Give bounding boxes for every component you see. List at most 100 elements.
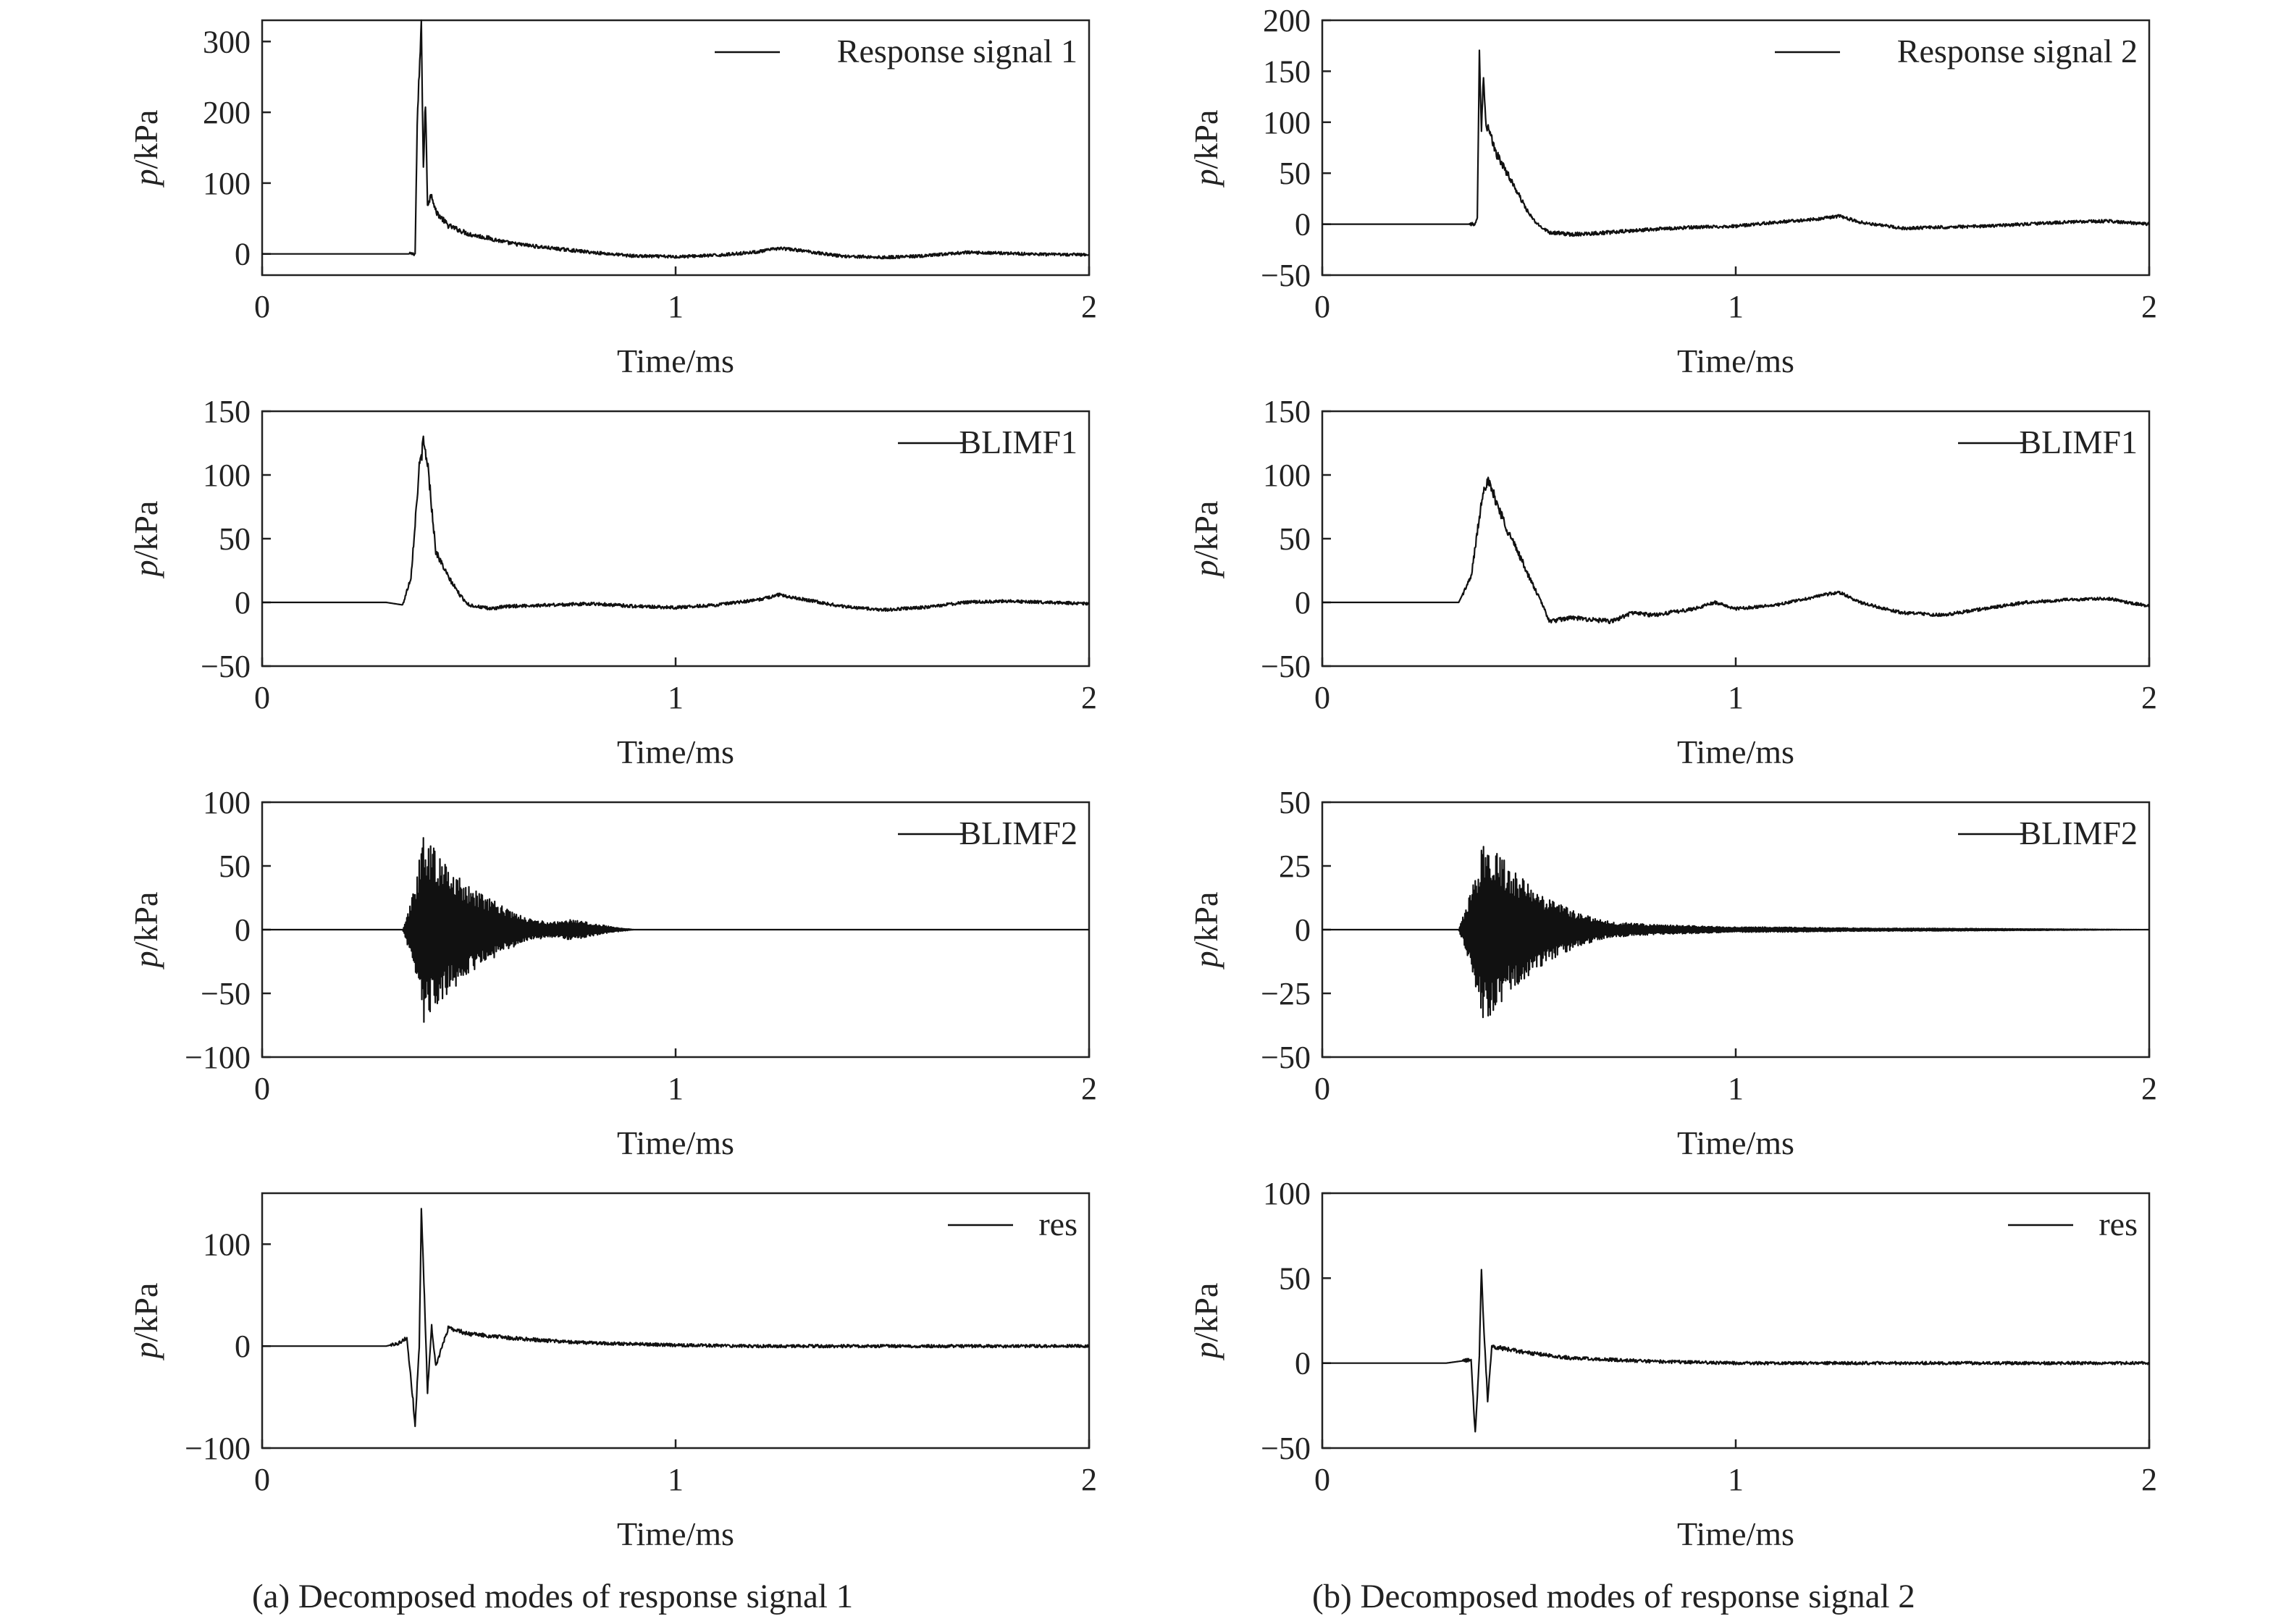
y-tick-label: −50 — [201, 976, 251, 1011]
y-axis-label: p/kPa — [1188, 501, 1224, 579]
panel-a3: 0 1 2 −100 −50 0 50 100 Time/ms p/kPa BLIMF2 — [127, 785, 1097, 1161]
caption-b: (b) Decomposed modes of response signal … — [1312, 1578, 1915, 1615]
legend-label: BLIMF2 — [959, 815, 1078, 851]
y-tick-label: 100 — [203, 166, 251, 201]
y-tick-label: −50 — [1261, 649, 1311, 684]
y-tick-label: 0 — [1295, 912, 1311, 948]
y-tick-label: 0 — [235, 1329, 251, 1364]
y-tick-label: 150 — [203, 394, 251, 429]
legend-label: BLIMF1 — [2019, 424, 2138, 460]
x-axis-label: Time/ms — [617, 733, 734, 770]
y-tick-label: 0 — [1295, 1346, 1311, 1381]
y-axis-label: p/kPa — [1188, 892, 1224, 970]
x-tick-label: 0 — [254, 289, 270, 324]
y-tick-label: 0 — [235, 237, 251, 272]
y-tick-label: 100 — [1263, 458, 1311, 493]
legend-label: BLIMF2 — [2019, 815, 2138, 851]
legend-label: res — [2099, 1206, 2138, 1242]
y-tick-label: 50 — [1279, 785, 1311, 820]
y-axis-label: p/kPa — [127, 501, 164, 579]
x-tick-label: 1 — [668, 289, 684, 324]
x-axis-label: Time/ms — [1677, 342, 1794, 379]
legend-label: Response signal 2 — [1897, 33, 2138, 70]
caption-a: (a) Decomposed modes of response signal … — [252, 1578, 854, 1615]
y-tick-label: 0 — [235, 585, 251, 620]
y-tick-label: 50 — [1279, 1261, 1311, 1296]
y-tick-label: −25 — [1261, 976, 1311, 1011]
x-tick-label: 0 — [1314, 1462, 1330, 1497]
x-tick-label: 1 — [1728, 680, 1744, 715]
plot-frame — [261, 1192, 1091, 1450]
y-axis-label: p/kPa — [127, 892, 164, 970]
series-line — [1322, 476, 2151, 625]
x-tick-label: 0 — [254, 680, 270, 715]
x-tick-label: 0 — [1314, 289, 1330, 324]
x-tick-label: 2 — [2141, 680, 2157, 715]
y-tick-label: 0 — [1295, 207, 1311, 243]
y-tick-label: 200 — [1263, 3, 1311, 38]
x-tick-label: 2 — [2141, 1462, 2157, 1497]
legend-label: Response signal 1 — [837, 33, 1078, 70]
x-tick-label: 1 — [1728, 1462, 1744, 1497]
legend-label: res — [1038, 1206, 1078, 1242]
series-line — [261, 1208, 1090, 1428]
y-tick-label: 100 — [203, 1227, 251, 1262]
x-tick-label: 0 — [1314, 680, 1330, 715]
series-line — [261, 837, 1090, 1023]
y-tick-label: 50 — [219, 849, 251, 884]
y-tick-label: 0 — [1295, 585, 1311, 620]
x-tick-label: 1 — [668, 680, 684, 715]
series-line — [261, 435, 1090, 613]
y-tick-label: 100 — [203, 785, 251, 820]
plot-frame — [1321, 1192, 2151, 1450]
x-tick-label: 0 — [1314, 1071, 1330, 1106]
y-tick-label: 100 — [203, 458, 251, 493]
y-axis-label: p/kPa — [1188, 1283, 1224, 1361]
x-axis-label: Time/ms — [617, 1124, 734, 1161]
y-tick-label: −50 — [1261, 1040, 1311, 1075]
x-tick-label: 1 — [1728, 1071, 1744, 1106]
y-tick-label: 200 — [203, 95, 251, 130]
y-tick-label: 100 — [1263, 1176, 1311, 1211]
series-line — [261, 19, 1090, 260]
y-axis-label: p/kPa — [127, 1283, 164, 1361]
x-axis-label: Time/ms — [617, 342, 734, 379]
y-tick-label: 50 — [219, 521, 251, 557]
y-tick-label: −50 — [1261, 1431, 1311, 1466]
x-tick-label: 2 — [2141, 289, 2157, 324]
y-axis-label: p/kPa — [1188, 110, 1224, 188]
x-tick-label: 1 — [668, 1462, 684, 1497]
x-tick-label: 2 — [1081, 289, 1097, 324]
x-axis-label: Time/ms — [1677, 1124, 1794, 1161]
y-tick-label: 50 — [1279, 156, 1311, 191]
x-tick-label: 1 — [668, 1071, 684, 1106]
x-axis-label: Time/ms — [1677, 733, 1794, 770]
y-tick-label: 150 — [1263, 394, 1311, 429]
y-tick-label: 0 — [235, 912, 251, 948]
x-axis-label: Time/ms — [1677, 1515, 1794, 1552]
y-tick-label: −50 — [201, 649, 251, 684]
y-tick-label: 300 — [203, 24, 251, 59]
y-axis-label: p/kPa — [127, 110, 164, 188]
x-tick-label: 0 — [254, 1071, 270, 1106]
y-tick-label: −100 — [185, 1431, 251, 1466]
y-tick-label: 150 — [1263, 54, 1311, 89]
x-tick-label: 2 — [1081, 1462, 1097, 1497]
panel-a1: 0 1 2 0 100 200 300 Time/ms p/kPa Response signal… — [127, 19, 1097, 379]
x-tick-label: 1 — [1728, 289, 1744, 324]
legend-label: BLIMF1 — [959, 424, 1078, 460]
x-tick-label: 2 — [1081, 1071, 1097, 1106]
series-line — [1322, 49, 2150, 237]
y-tick-label: 100 — [1263, 105, 1311, 140]
series-line — [1322, 1269, 2151, 1433]
x-tick-label: 2 — [1081, 680, 1097, 715]
y-tick-label: −50 — [1261, 258, 1311, 293]
y-tick-label: −100 — [185, 1040, 251, 1075]
x-tick-label: 0 — [254, 1462, 270, 1497]
